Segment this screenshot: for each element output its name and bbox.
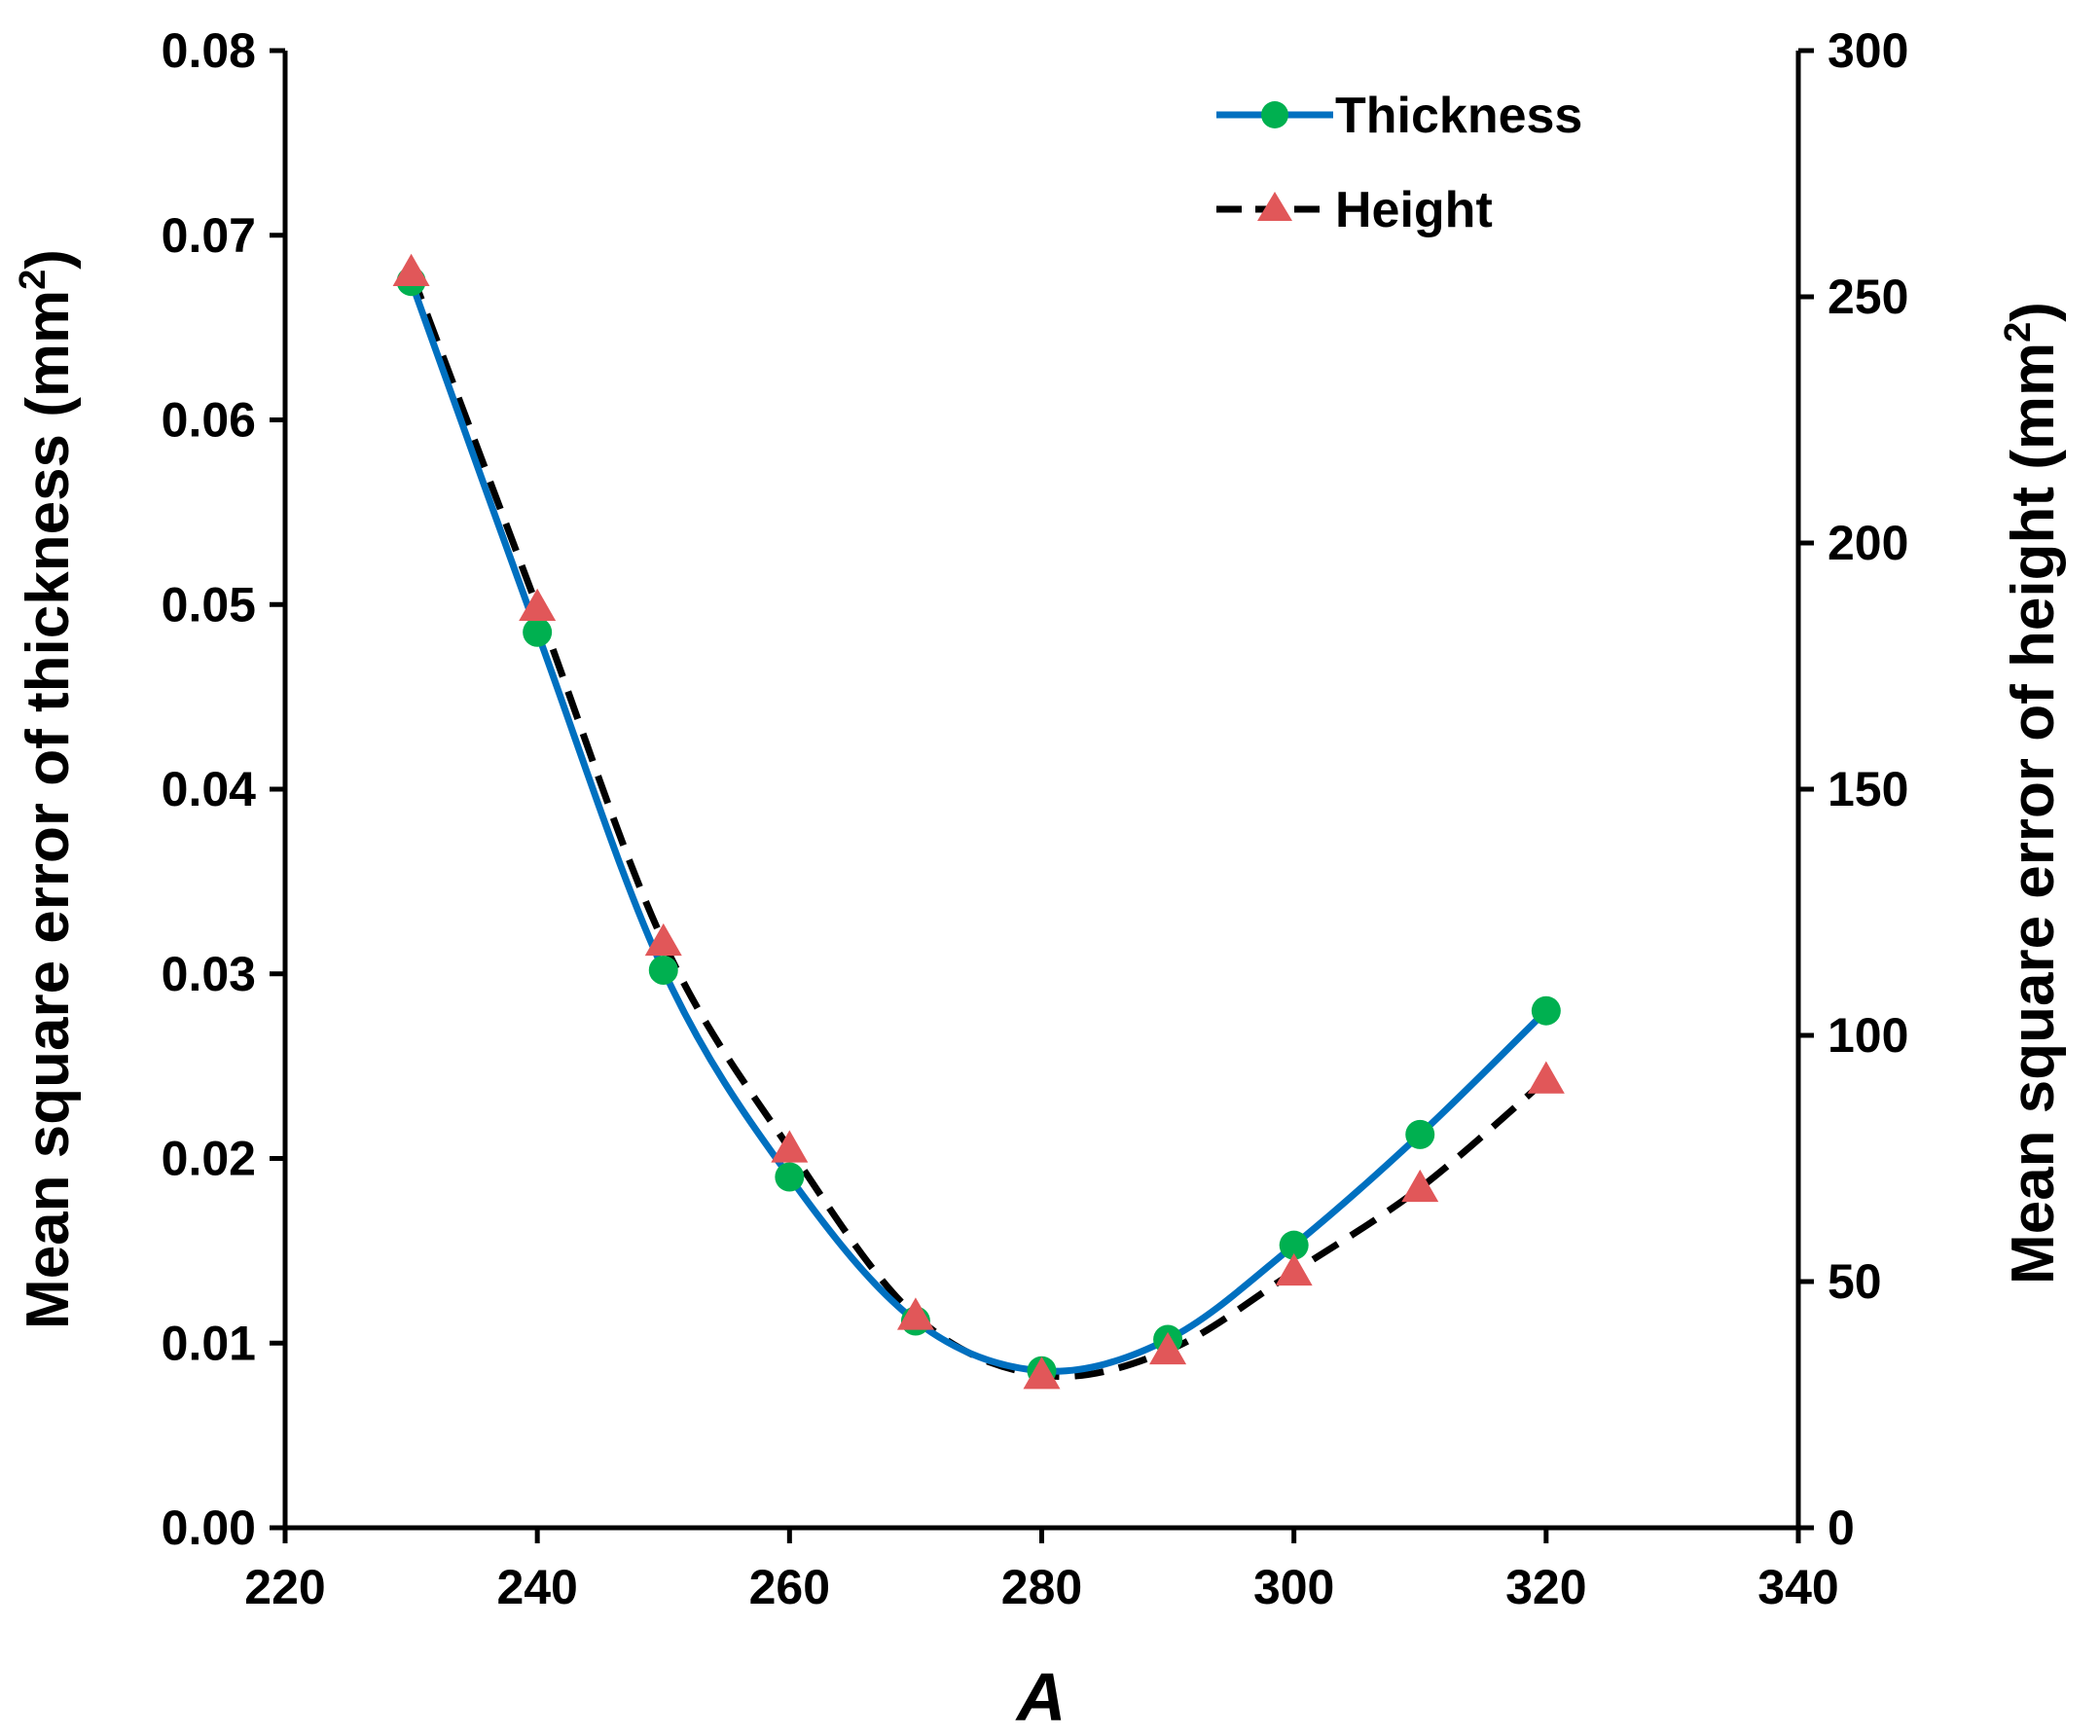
x-tick-label-0: 220 — [244, 1560, 325, 1614]
thickness-point-7 — [1279, 1230, 1309, 1260]
y-left-tick-label-4: 0.04 — [162, 762, 257, 816]
plot-series — [392, 253, 1565, 1390]
x-tick-label-5: 320 — [1505, 1560, 1586, 1614]
x-tick-label-6: 340 — [1757, 1560, 1838, 1614]
legend-thickness-label: Thickness — [1335, 88, 1582, 144]
y-left-tick-label-7: 0.07 — [162, 208, 256, 263]
right-y-axis-title: Mean square error of height (mm2) — [1998, 302, 2067, 1284]
y-left-tick-label-5: 0.05 — [162, 577, 256, 632]
height-point-8 — [1401, 1169, 1439, 1203]
y-left-tick-label-1: 0.01 — [162, 1316, 256, 1370]
right-y-axis-title-text: Mean square error of height (mm — [2000, 343, 2067, 1284]
y-left-tick-label-8: 0.08 — [162, 23, 256, 78]
height-point-1 — [519, 588, 557, 622]
thickness-point-9 — [1531, 995, 1561, 1026]
right-y-axis-title-close: ) — [2000, 302, 2067, 322]
height-point-0 — [392, 253, 430, 286]
height-point-3 — [771, 1130, 809, 1163]
legend-height-marker — [1257, 192, 1292, 221]
height-point-5 — [1023, 1356, 1061, 1390]
x-tick-label-3: 280 — [1001, 1560, 1082, 1614]
height-point-4 — [896, 1297, 934, 1330]
y-left-tick-label-2: 0.02 — [162, 1132, 256, 1186]
left-y-axis-title: Mean square error of thickness (mm2) — [13, 249, 82, 1329]
y-right-tick-label-3: 150 — [1828, 762, 1908, 816]
x-tick-label-2: 260 — [749, 1560, 830, 1614]
height-point-7 — [1275, 1252, 1313, 1286]
y-right-tick-label-0: 0 — [1828, 1501, 1855, 1555]
y-right-tick-label-4: 200 — [1828, 516, 1908, 570]
thickness-point-3 — [775, 1162, 805, 1192]
height-point-6 — [1149, 1331, 1187, 1365]
tick-marks — [270, 48, 1814, 1543]
height-line — [408, 271, 1549, 1381]
right-y-axis-title-sup: 2 — [1998, 322, 2039, 343]
x-axis-title: A — [1015, 1659, 1067, 1735]
x-tick-label-4: 300 — [1253, 1560, 1334, 1614]
y-right-tick-label-5: 250 — [1828, 270, 1908, 324]
thickness-point-2 — [648, 955, 678, 985]
thickness-point-1 — [523, 617, 553, 647]
height-point-2 — [644, 922, 682, 957]
left-y-axis-title-text: Mean square error of thickness (mm — [15, 290, 82, 1329]
legend-thickness-marker — [1261, 101, 1288, 128]
y-left-tick-label-6: 0.06 — [162, 393, 256, 448]
y-left-tick-label-3: 0.03 — [162, 947, 256, 1001]
tick-labels: 220 240 260 280 300 320 340 0.00 0.01 0.02 0.03 0.0… — [162, 23, 1909, 1614]
y-left-tick-label-0: 0.00 — [162, 1501, 256, 1555]
x-tick-label-1: 240 — [496, 1560, 577, 1614]
legend-height-label: Height — [1335, 182, 1493, 238]
y-right-tick-label-6: 300 — [1828, 23, 1908, 78]
thickness-line — [408, 280, 1549, 1375]
legend: Thickness Height — [1216, 88, 1582, 238]
height-point-9 — [1527, 1061, 1565, 1094]
thickness-point-8 — [1405, 1119, 1435, 1149]
left-y-axis-title-close: ) — [15, 249, 82, 270]
y-right-tick-label-1: 50 — [1828, 1254, 1882, 1309]
y-right-tick-label-2: 100 — [1828, 1008, 1908, 1063]
left-y-axis-title-sup: 2 — [13, 270, 54, 290]
